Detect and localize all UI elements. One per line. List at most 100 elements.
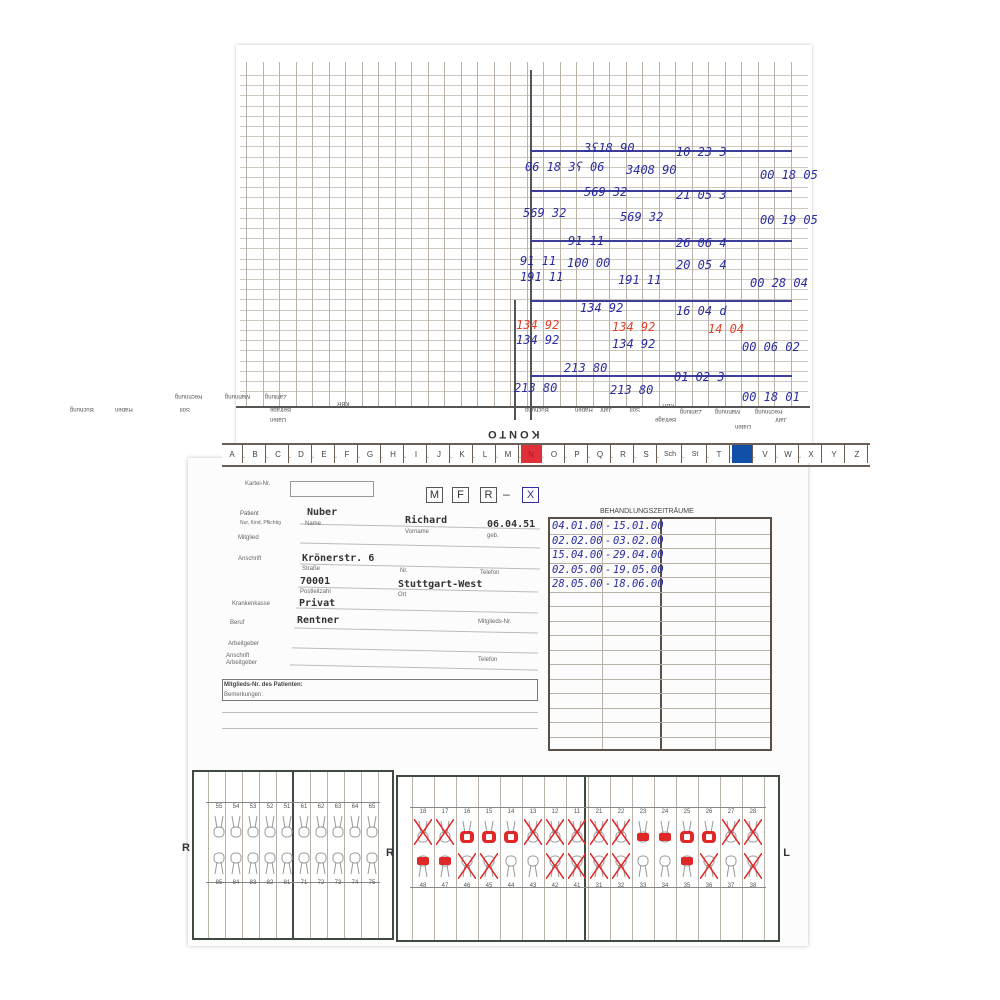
sex-box-m[interactable]: M: [426, 487, 443, 503]
tooth-45[interactable]: [479, 852, 499, 880]
tooth-21[interactable]: [589, 818, 609, 846]
tooth-64[interactable]: [346, 814, 364, 840]
tooth-12[interactable]: [545, 818, 565, 846]
index-tab-t[interactable]: T: [709, 445, 730, 463]
sex-box-r[interactable]: R: [480, 487, 497, 503]
index-tab-r[interactable]: R: [613, 445, 634, 463]
tooth-18[interactable]: [413, 818, 433, 846]
grid-line: [609, 62, 610, 407]
index-tab-c[interactable]: C: [268, 445, 289, 463]
index-tab-w[interactable]: W: [778, 445, 799, 463]
index-tab-n[interactable]: N: [521, 445, 542, 463]
tooth-72[interactable]: [312, 850, 330, 876]
index-tab-x[interactable]: X: [801, 445, 822, 463]
tooth-23[interactable]: [634, 819, 652, 845]
sex-box-f[interactable]: F: [452, 487, 469, 503]
index-tab-d[interactable]: D: [291, 445, 312, 463]
tooth-32[interactable]: [611, 852, 631, 880]
index-tab-s[interactable]: S: [636, 445, 657, 463]
strasse-value[interactable]: Krönerstr. 6: [302, 553, 375, 564]
index-tab-b[interactable]: B: [245, 445, 266, 463]
tooth-53[interactable]: [244, 814, 262, 840]
tooth-84[interactable]: [227, 850, 245, 876]
tooth-14[interactable]: [502, 819, 520, 845]
tooth-75[interactable]: [363, 850, 381, 876]
kartei-nr-field[interactable]: [290, 481, 374, 497]
patient-geb[interactable]: 06.04.51: [487, 519, 536, 530]
tooth-47[interactable]: [436, 853, 454, 879]
index-tab-l[interactable]: L: [475, 445, 496, 463]
tooth-24[interactable]: [656, 819, 674, 845]
index-tab-j[interactable]: J: [429, 445, 450, 463]
tooth-74[interactable]: [346, 850, 364, 876]
plz-value[interactable]: 70001: [300, 576, 331, 587]
tooth-38[interactable]: [743, 852, 763, 880]
index-tab-h[interactable]: H: [383, 445, 404, 463]
tooth-11[interactable]: [567, 818, 587, 846]
tooth-27[interactable]: [721, 818, 741, 846]
tooth-85[interactable]: [210, 850, 228, 876]
tooth-36[interactable]: [699, 852, 719, 880]
index-tab-v[interactable]: V: [755, 445, 776, 463]
index-tab-e[interactable]: E: [314, 445, 335, 463]
patient-vorname[interactable]: Richard: [405, 515, 448, 526]
tooth-65[interactable]: [363, 814, 381, 840]
tooth-82[interactable]: [261, 850, 279, 876]
krankenkasse-value[interactable]: Privat: [299, 598, 336, 609]
tooth-37[interactable]: [722, 853, 740, 879]
index-tab-m[interactable]: M: [498, 445, 519, 463]
tooth-44[interactable]: [502, 853, 520, 879]
tooth-83[interactable]: [244, 850, 262, 876]
tooth-51[interactable]: [278, 814, 296, 840]
beruf-label: Beruf: [230, 620, 245, 626]
tooth-31[interactable]: [589, 852, 609, 880]
tooth-22[interactable]: [611, 818, 631, 846]
tooth-17[interactable]: [435, 818, 455, 846]
sex-box-x-crossed[interactable]: X: [522, 487, 539, 503]
tooth-28[interactable]: [743, 818, 763, 846]
tooth-34[interactable]: [656, 853, 674, 879]
index-tab-p[interactable]: P: [567, 445, 588, 463]
tooth-73[interactable]: [329, 850, 347, 876]
ort-value[interactable]: Stuttgart-West: [398, 579, 483, 590]
tooth-42[interactable]: [545, 852, 565, 880]
beruf-value[interactable]: Rentner: [297, 615, 340, 626]
tooth-25[interactable]: [678, 819, 696, 845]
tooth-46[interactable]: [457, 852, 477, 880]
tooth-62[interactable]: [312, 814, 330, 840]
index-tab-g[interactable]: G: [360, 445, 381, 463]
index-tab-a[interactable]: A: [222, 445, 243, 463]
index-tab-u[interactable]: U: [732, 445, 753, 463]
grid-line: [361, 62, 363, 407]
index-tab-f[interactable]: F: [337, 445, 358, 463]
tooth-15[interactable]: [480, 819, 498, 845]
index-tab-st[interactable]: St: [684, 445, 707, 463]
tooth-16[interactable]: [458, 819, 476, 845]
tooth-71[interactable]: [295, 850, 313, 876]
tooth-52[interactable]: [261, 814, 279, 840]
tooth-26[interactable]: [700, 819, 718, 845]
tooth-61[interactable]: [295, 814, 313, 840]
remarks-box[interactable]: [222, 679, 538, 701]
index-tab-q[interactable]: Q: [590, 445, 611, 463]
tooth-13[interactable]: [523, 818, 543, 846]
tooth-55[interactable]: [210, 814, 228, 840]
tooth-54[interactable]: [227, 814, 245, 840]
tooth-63[interactable]: [329, 814, 347, 840]
tooth-43[interactable]: [524, 853, 542, 879]
tooth-35[interactable]: [678, 853, 696, 879]
index-tab-i[interactable]: I: [406, 445, 427, 463]
index-tab-o[interactable]: O: [544, 445, 565, 463]
index-tab-z[interactable]: Z: [847, 445, 868, 463]
tooth-41[interactable]: [567, 852, 587, 880]
ledger-column-header: Rechnung: [755, 408, 783, 414]
patient-name[interactable]: Nuber: [307, 507, 338, 518]
tooth-33[interactable]: [634, 853, 652, 879]
index-tab-y[interactable]: Y: [824, 445, 845, 463]
tooth-48[interactable]: [414, 853, 432, 879]
tooth-81[interactable]: [278, 850, 296, 876]
table-row-line: [550, 606, 770, 607]
table-column-line: [660, 519, 662, 749]
index-tab-sch[interactable]: Sch: [659, 445, 682, 463]
index-tab-k[interactable]: K: [452, 445, 473, 463]
